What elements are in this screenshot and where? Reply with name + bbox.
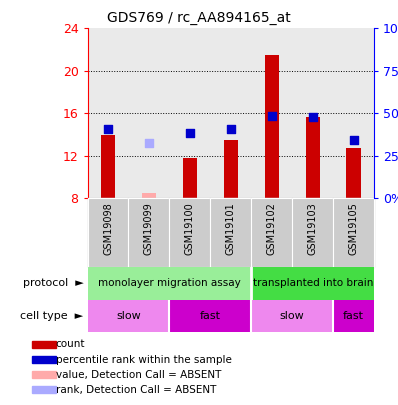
Point — [351, 137, 357, 143]
Bar — [88, 198, 129, 267]
Bar — [32, 356, 56, 363]
Point — [105, 126, 111, 132]
Bar — [88, 28, 129, 198]
Bar — [129, 198, 170, 267]
Bar — [32, 341, 56, 348]
Text: slow: slow — [116, 311, 141, 321]
Text: GDS769 / rc_AA894165_at: GDS769 / rc_AA894165_at — [107, 11, 291, 25]
Text: GSM19103: GSM19103 — [308, 202, 318, 255]
Bar — [170, 198, 211, 267]
Bar — [306, 117, 320, 198]
Text: GSM19102: GSM19102 — [267, 202, 277, 255]
Bar — [292, 198, 333, 267]
Text: GSM19101: GSM19101 — [226, 202, 236, 255]
Bar — [88, 267, 251, 300]
Text: GSM19105: GSM19105 — [349, 202, 359, 255]
Bar — [333, 300, 374, 332]
Bar — [251, 28, 292, 198]
Text: percentile rank within the sample: percentile rank within the sample — [56, 355, 232, 364]
Text: protocol  ►: protocol ► — [23, 279, 84, 288]
Bar — [251, 300, 333, 332]
Bar — [292, 28, 333, 198]
Bar — [251, 198, 292, 267]
Bar — [183, 158, 197, 198]
Text: cell type  ►: cell type ► — [20, 311, 84, 321]
Text: fast: fast — [343, 311, 364, 321]
Point — [269, 112, 275, 119]
Bar — [211, 198, 251, 267]
Bar — [347, 149, 361, 198]
Bar — [251, 198, 292, 267]
Bar — [88, 198, 129, 267]
Bar — [251, 267, 374, 300]
Bar — [170, 198, 211, 267]
Bar — [142, 193, 156, 198]
Bar — [129, 28, 170, 198]
Bar — [333, 198, 374, 267]
Text: count: count — [56, 339, 85, 350]
Bar — [129, 198, 170, 267]
Text: slow: slow — [280, 311, 304, 321]
Bar — [101, 134, 115, 198]
Point — [187, 129, 193, 136]
Text: monolayer migration assay: monolayer migration assay — [98, 279, 241, 288]
Bar — [292, 198, 333, 267]
Bar — [224, 140, 238, 198]
Text: GSM19099: GSM19099 — [144, 202, 154, 255]
Point — [228, 126, 234, 132]
Text: fast: fast — [200, 311, 221, 321]
Text: transplanted into brain: transplanted into brain — [252, 279, 373, 288]
Bar — [333, 28, 374, 198]
Bar — [170, 300, 251, 332]
Bar — [88, 300, 170, 332]
Text: GSM19098: GSM19098 — [103, 202, 113, 255]
Text: value, Detection Call = ABSENT: value, Detection Call = ABSENT — [56, 370, 221, 380]
Bar — [170, 28, 211, 198]
Bar — [211, 198, 251, 267]
Bar — [32, 371, 56, 378]
Bar — [211, 28, 251, 198]
Point — [146, 140, 152, 147]
Text: rank, Detection Call = ABSENT: rank, Detection Call = ABSENT — [56, 385, 216, 395]
Point — [310, 113, 316, 120]
Bar — [32, 386, 56, 393]
Bar — [333, 198, 374, 267]
Bar — [265, 55, 279, 198]
Text: GSM19100: GSM19100 — [185, 202, 195, 255]
